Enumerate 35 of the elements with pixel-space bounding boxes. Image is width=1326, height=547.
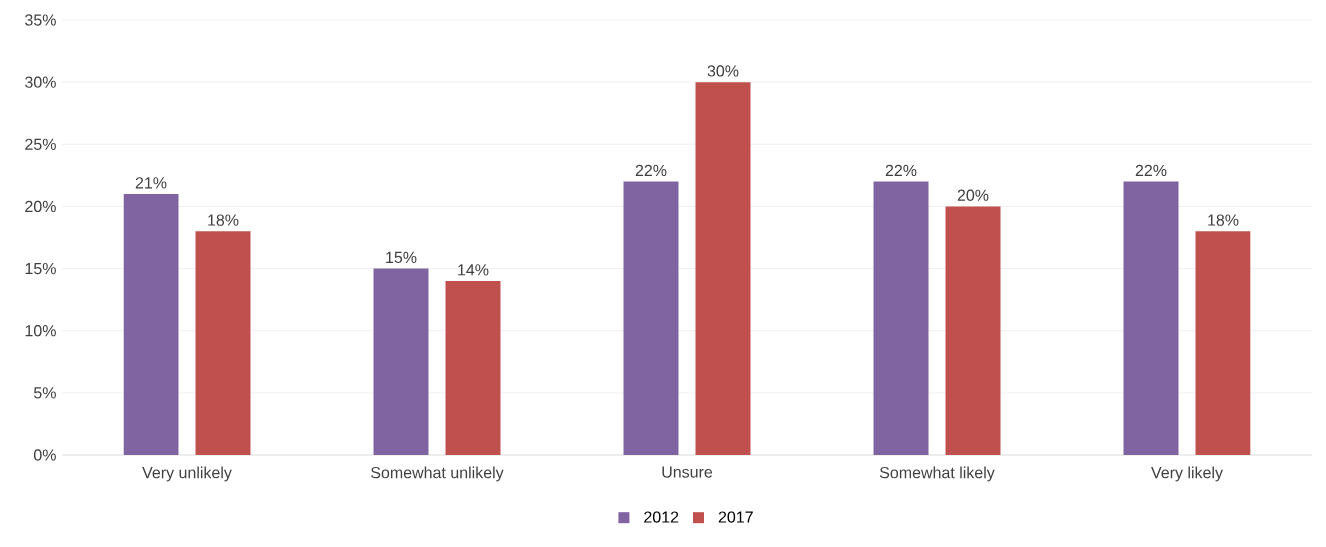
x-tick-label: Unsure	[662, 466, 713, 478]
y-tick-label: 35%	[25, 14, 56, 26]
y-tick-label: 30%	[25, 76, 56, 88]
data-label: 20%	[957, 189, 989, 201]
data-label: 22%	[635, 164, 667, 177]
x-tick-label: Somewhat likely	[879, 466, 995, 482]
data-label: 15%	[386, 251, 417, 264]
y-tick-label: 20%	[25, 200, 56, 213]
x-tick-label: Somewhat unlikely	[371, 466, 504, 482]
bar	[373, 268, 429, 455]
data-label: 22%	[1135, 164, 1167, 177]
bar	[873, 181, 929, 455]
y-tick-label: 25%	[25, 138, 56, 150]
data-label: 30%	[707, 65, 739, 77]
bar	[195, 231, 251, 455]
y-tick-label: 5%	[33, 387, 56, 399]
bar	[695, 82, 751, 455]
bar	[945, 206, 1001, 455]
bar	[123, 194, 179, 455]
data-label: 14%	[458, 264, 489, 276]
bar	[1123, 181, 1179, 455]
legend-label: 2017	[718, 511, 753, 523]
data-label: 18%	[1208, 214, 1239, 226]
y-tick-label: 10%	[25, 325, 56, 337]
bar	[623, 181, 679, 455]
y-tick-label: 15%	[25, 262, 56, 275]
data-label: 21%	[135, 177, 167, 189]
bar	[1195, 231, 1251, 455]
bar	[445, 281, 501, 455]
x-tick-label: Very unlikely	[142, 466, 232, 482]
x-tick-label: Very likely	[1151, 466, 1223, 482]
data-label: 18%	[208, 214, 239, 226]
data-label: 22%	[885, 164, 917, 177]
y-tick-label: 0%	[33, 449, 56, 461]
legend-label: 2012	[644, 511, 679, 523]
